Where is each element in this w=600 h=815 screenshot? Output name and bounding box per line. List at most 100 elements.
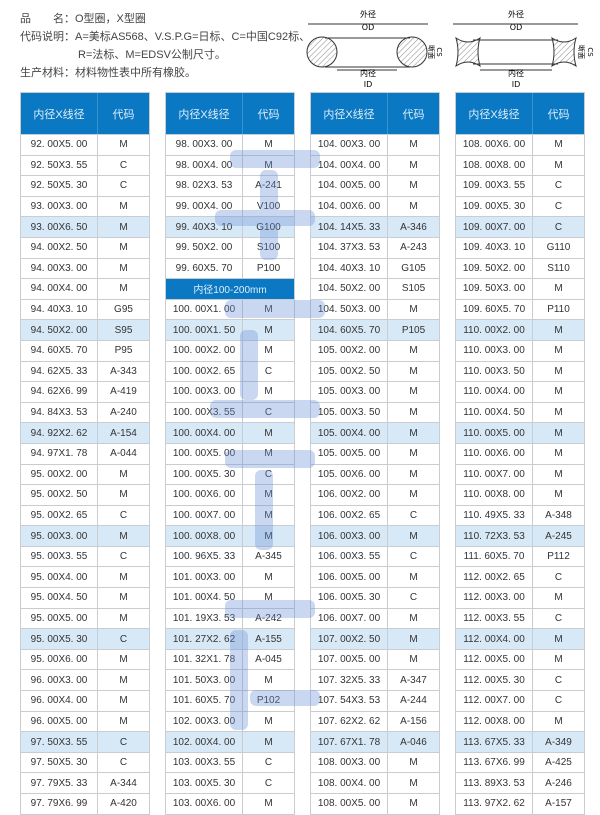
code-cell: M — [409, 757, 418, 769]
code-cell: A-347 — [400, 674, 427, 686]
code-cell: M — [119, 571, 128, 583]
code-cell: M — [264, 345, 273, 357]
table-row: 95. 00X5. 00 M — [21, 607, 149, 629]
code-cell: M — [264, 304, 273, 316]
table-row: 103. 00X3. 55 C — [166, 751, 294, 773]
size-cell: 95. 00X3. 55 — [21, 546, 98, 567]
code-cell: M — [119, 262, 128, 274]
table-row: 109. 50X2. 00 S110 — [456, 257, 584, 279]
table-row: 94. 50X2. 00 S95 — [21, 319, 149, 340]
code-cell: C — [264, 757, 273, 769]
code-cell: M — [119, 242, 128, 254]
code-cell: M — [119, 489, 128, 501]
code-cell: M — [554, 386, 563, 398]
table-row: 102. 00X3. 00 M — [166, 710, 294, 732]
size-cell: 106. 00X5. 30 — [311, 588, 388, 608]
code-cell: M — [554, 365, 563, 377]
size-cell: 92. 50X3. 55 — [21, 155, 98, 176]
table-row: 105. 00X2. 00 M — [311, 339, 439, 361]
size-cell: 107. 32X5. 33 — [311, 670, 388, 691]
product-info: 品 名：O型圈，X型圈 代码说明：A=美标AS568、V.S.P.G=日标、C=… — [20, 10, 310, 82]
table-row: 111. 60X5. 70 P112 — [456, 545, 584, 567]
table-row: 92. 50X5. 30 C — [21, 175, 149, 196]
size-cell: 101. 00X3. 00 — [166, 567, 243, 588]
code-legend-cont: R=法标、M=EDSV公制尺寸。 — [78, 49, 226, 61]
table-row: 95. 00X4. 50 M — [21, 587, 149, 608]
size-cell: 111. 60X5. 70 — [456, 546, 533, 567]
code-cell: M — [554, 448, 563, 460]
code-cell: A-046 — [400, 736, 427, 748]
table-row: 106. 00X2. 00 M — [311, 484, 439, 505]
table-row: 100. 00X3. 00 M — [166, 381, 294, 402]
table-row: 94. 62X6. 99 A-419 — [21, 381, 149, 402]
table-row: 95. 00X4. 00 M — [21, 566, 149, 588]
size-cell: 105. 00X5. 00 — [311, 443, 388, 464]
size-cell: 99. 50X2. 00 — [166, 237, 243, 258]
code-cell: G110 — [546, 242, 571, 254]
size-cell: 110. 00X8. 00 — [456, 485, 533, 505]
table-row: 95. 00X3. 00 M — [21, 525, 149, 546]
size-cell: 106. 00X2. 65 — [311, 505, 388, 526]
code-cell: M — [554, 592, 563, 604]
table-row: 105. 00X3. 50 M — [311, 401, 439, 423]
id-cn-label: 内径 — [360, 68, 376, 78]
size-cell: 100. 00X6. 00 — [166, 485, 243, 505]
code-cell: C — [119, 736, 128, 748]
table-row: 95. 00X5. 30 C — [21, 628, 149, 649]
size-cell: 96. 00X5. 00 — [21, 711, 98, 732]
cs-cn-label: 断面 — [427, 45, 436, 59]
code-cell: A-044 — [110, 448, 137, 460]
table-row: 98. 02X3. 53 A-241 — [166, 175, 294, 196]
code-cell: A-243 — [400, 242, 427, 254]
code-cell: M — [409, 180, 418, 192]
size-cell: 110. 00X4. 00 — [456, 382, 533, 402]
code-cell: M — [264, 386, 273, 398]
size-cell: 106. 00X3. 00 — [311, 526, 388, 546]
table-header: 内径X线径 代码 — [166, 93, 294, 134]
code-cell: M — [264, 489, 273, 501]
table-row: 105. 00X4. 00 M — [311, 422, 439, 443]
size-cell: 102. 00X4. 00 — [166, 732, 243, 752]
table-row: 112. 00X3. 00 M — [456, 587, 584, 608]
size-cell: 106. 00X7. 00 — [311, 608, 388, 629]
table-row: 97. 50X3. 55 C — [21, 731, 149, 752]
table-row: 112. 00X4. 00 M — [456, 628, 584, 649]
table-row: 104. 00X3. 00 M — [311, 134, 439, 155]
table-row: 96. 00X5. 00 M — [21, 710, 149, 732]
table-row: 105. 00X5. 00 M — [311, 442, 439, 464]
code-cell: P95 — [114, 345, 133, 357]
table-row: 96. 00X3. 00 M — [21, 669, 149, 691]
code-cell: P112 — [547, 551, 570, 563]
table-row: 93. 00X6. 50 M — [21, 216, 149, 237]
table-row: 112. 00X8. 00 M — [456, 710, 584, 732]
code-cell: M — [554, 715, 563, 727]
table-row: 100. 96X5. 33 A-345 — [166, 545, 294, 567]
header-size: 内径X线径 — [166, 93, 243, 134]
header-code: 代码 — [547, 108, 570, 121]
code-cell: M — [409, 612, 418, 624]
code-cell: M — [119, 654, 128, 666]
size-cell: 103. 00X3. 55 — [166, 752, 243, 773]
size-cell: 105. 00X2. 50 — [311, 361, 388, 382]
code-cell: M — [554, 324, 563, 336]
size-cell: 104. 00X3. 00 — [311, 135, 388, 155]
od-cn-label: 外径 — [508, 9, 524, 19]
code-cell: C — [119, 180, 128, 192]
table-row: 103. 00X5. 30 C — [166, 772, 294, 793]
code-cell: M — [264, 736, 273, 748]
od-cn-label: 外径 — [360, 9, 376, 19]
size-cell: 110. 00X4. 50 — [456, 402, 533, 423]
id-label: ID — [364, 80, 373, 89]
table-row: 110. 00X4. 00 M — [456, 381, 584, 402]
table-row: 112. 00X5. 30 C — [456, 669, 584, 691]
table-row: 104. 60X5. 70 P105 — [311, 319, 439, 340]
table-row: 110. 72X3. 53 A-245 — [456, 525, 584, 546]
code-cell: M — [409, 530, 418, 542]
size-cell: 94. 62X5. 33 — [21, 361, 98, 382]
size-cell: 97. 50X5. 30 — [21, 752, 98, 773]
table-row: 110. 00X4. 50 M — [456, 401, 584, 423]
code-cell: C — [119, 757, 128, 769]
table-row: 108. 00X4. 00 M — [311, 772, 439, 793]
table-row: 94. 40X3. 10 G95 — [21, 298, 149, 320]
table-row: 106. 00X3. 55 C — [311, 545, 439, 567]
